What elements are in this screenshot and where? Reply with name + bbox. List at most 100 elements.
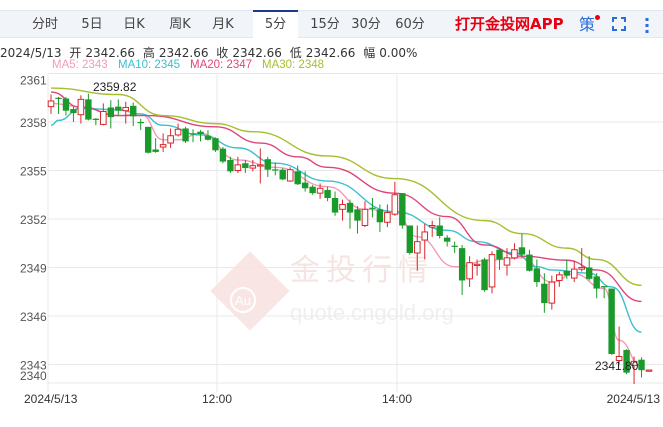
candle-body bbox=[608, 288, 615, 355]
candle-body bbox=[301, 182, 309, 189]
candle-body bbox=[159, 144, 167, 148]
candle-body bbox=[204, 135, 212, 140]
candle-body bbox=[324, 189, 331, 198]
candle bbox=[645, 369, 653, 372]
close-value: 2342.66 bbox=[232, 46, 282, 60]
candle-body bbox=[361, 208, 369, 226]
candle bbox=[174, 123, 182, 137]
strategy-button[interactable]: 策 bbox=[579, 15, 596, 34]
candle bbox=[556, 271, 563, 287]
tab-weekly-k[interactable]: 周K bbox=[169, 17, 191, 32]
candle-body bbox=[346, 202, 354, 213]
candle-body bbox=[511, 249, 518, 259]
period-tab-bar: 分时 5日 日K 周K 月K 5分 15分 30分 60分 打开金投网APP 策 bbox=[0, 10, 663, 38]
candle bbox=[481, 257, 488, 292]
tab-15min[interactable]: 15分 bbox=[310, 17, 340, 32]
candle bbox=[600, 286, 608, 299]
candle bbox=[346, 199, 354, 229]
tab-intraday[interactable]: 分时 bbox=[31, 17, 58, 32]
candle-body bbox=[272, 169, 279, 171]
watermark-url: quote.cngold.org bbox=[290, 300, 454, 325]
candle-body bbox=[212, 138, 219, 151]
max-price-annotation: 2359.82 bbox=[93, 80, 137, 94]
candle bbox=[62, 96, 70, 116]
candle-body bbox=[458, 248, 466, 281]
candle-body bbox=[137, 122, 144, 124]
candle-body bbox=[548, 281, 556, 304]
y-tick-label: 2343 bbox=[20, 359, 47, 373]
candle bbox=[630, 356, 638, 384]
candle-body bbox=[556, 274, 563, 281]
candle-body bbox=[144, 126, 152, 153]
ma5-line bbox=[50, 102, 642, 367]
candle-body bbox=[219, 148, 227, 162]
candle-body bbox=[384, 212, 391, 223]
candle bbox=[331, 191, 339, 216]
candle-body bbox=[115, 106, 122, 111]
candle-body bbox=[62, 98, 70, 111]
candle-body bbox=[174, 128, 182, 136]
candle-body bbox=[399, 193, 406, 226]
candle bbox=[227, 156, 234, 173]
candle-body bbox=[316, 187, 324, 194]
tab-60min[interactable]: 60分 bbox=[395, 17, 425, 32]
candle bbox=[354, 206, 361, 234]
candle bbox=[264, 156, 271, 177]
open-app-link[interactable]: 打开金投网APP bbox=[455, 15, 564, 33]
y-tick-label: 2340 bbox=[20, 369, 47, 383]
ohlc-info-line: 2024/5/13 开 2342.66 高 2342.66 收 2342.66 低 23… bbox=[0, 44, 421, 61]
high-value: 2342.66 bbox=[158, 46, 209, 60]
candle-body bbox=[369, 207, 376, 209]
candle-body bbox=[578, 267, 586, 270]
candle bbox=[548, 275, 556, 310]
candle-body bbox=[257, 164, 264, 167]
candle bbox=[316, 183, 324, 199]
candle bbox=[436, 217, 443, 239]
candle-body bbox=[638, 359, 645, 371]
tab-5min[interactable]: 5分 bbox=[253, 10, 298, 38]
candle bbox=[107, 100, 114, 129]
candle bbox=[272, 162, 279, 176]
candle-body bbox=[376, 209, 384, 223]
candle-body bbox=[436, 225, 443, 236]
candle bbox=[586, 256, 593, 281]
candle bbox=[70, 106, 77, 122]
candle bbox=[182, 126, 189, 144]
open-label: 开 bbox=[69, 46, 82, 60]
candle bbox=[286, 167, 294, 182]
candle bbox=[55, 96, 62, 114]
fullscreen-icon[interactable] bbox=[612, 17, 626, 31]
more-vertical-icon[interactable] bbox=[644, 17, 650, 33]
candle bbox=[361, 201, 369, 228]
watermark-logo-circle bbox=[230, 287, 256, 313]
tab-monthly-k[interactable]: 月K bbox=[212, 17, 234, 32]
candle-body bbox=[294, 171, 301, 185]
candle bbox=[249, 159, 257, 172]
candle bbox=[115, 99, 122, 116]
candle-body bbox=[570, 268, 578, 279]
candle bbox=[47, 94, 55, 114]
y-tick-label: 2352 bbox=[20, 213, 47, 227]
candle-body bbox=[526, 254, 533, 271]
open-value: 2342.66 bbox=[85, 46, 135, 60]
candle-body bbox=[630, 360, 638, 366]
candle-body bbox=[413, 241, 421, 254]
candle bbox=[376, 204, 384, 232]
x-tick-label: 2024/5/13 bbox=[24, 392, 78, 406]
candle-body bbox=[107, 107, 114, 118]
candle bbox=[428, 220, 436, 237]
candle bbox=[85, 93, 92, 121]
tab-5day[interactable]: 5日 bbox=[81, 17, 103, 32]
candle bbox=[458, 244, 466, 296]
candle-body bbox=[443, 237, 451, 242]
candle bbox=[257, 148, 264, 184]
candle bbox=[443, 235, 451, 247]
y-tick-label: 2355 bbox=[20, 165, 47, 179]
candle bbox=[324, 186, 331, 202]
candle bbox=[488, 251, 496, 294]
tab-daily-k[interactable]: 日K bbox=[123, 17, 145, 32]
tab-30min[interactable]: 30分 bbox=[351, 17, 381, 32]
candle-body bbox=[428, 224, 436, 228]
candle bbox=[77, 95, 85, 124]
candle bbox=[391, 181, 399, 216]
